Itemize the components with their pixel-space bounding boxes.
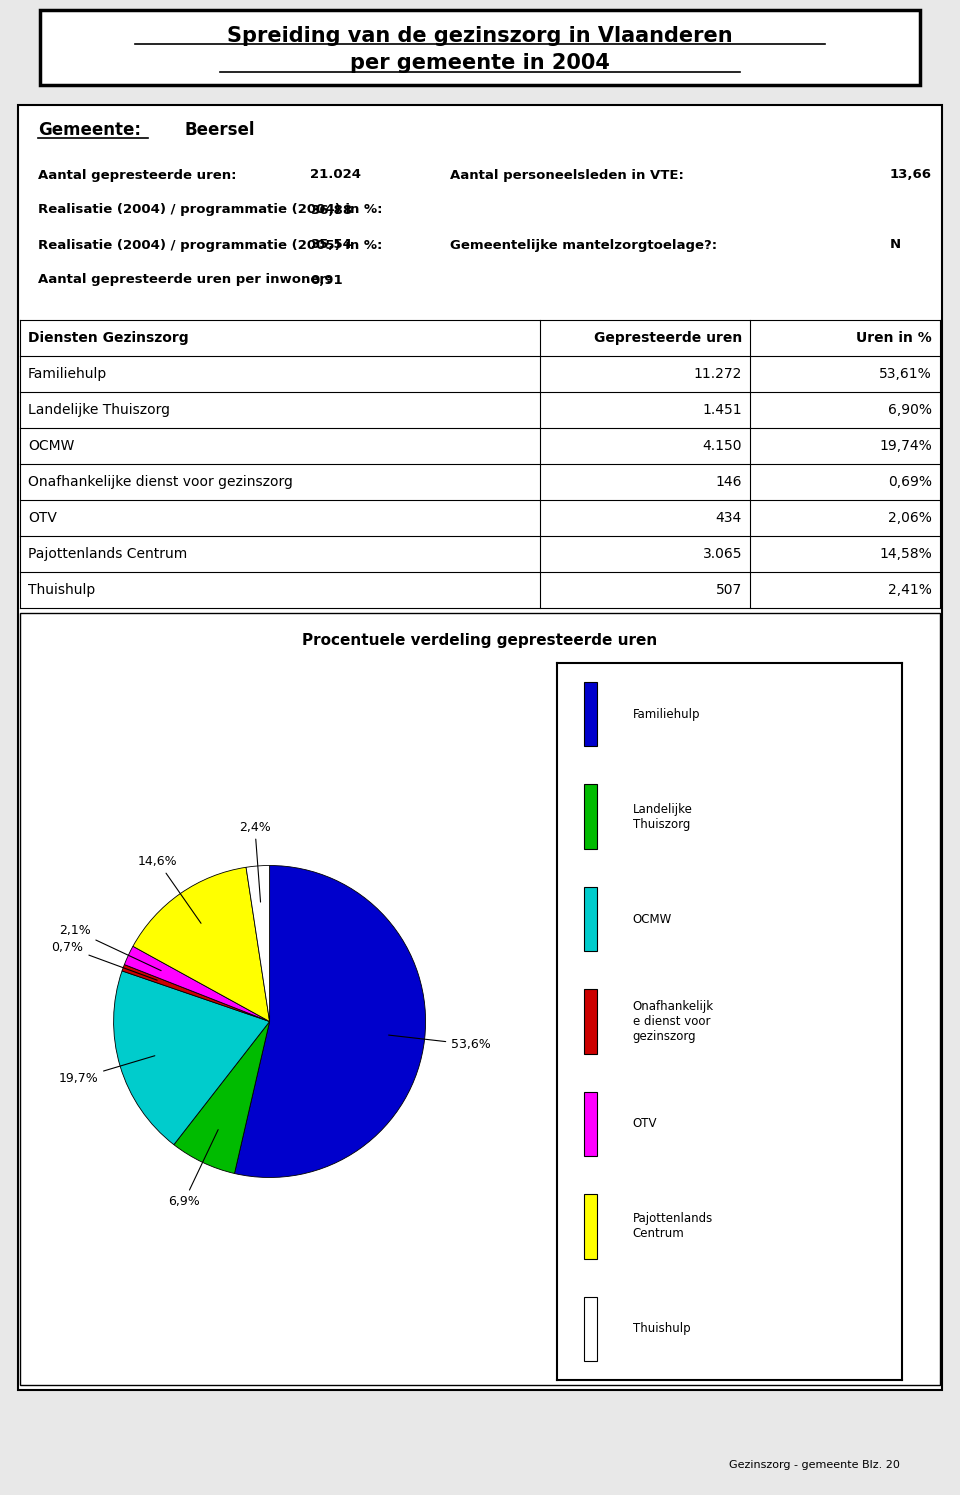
Text: Beersel: Beersel bbox=[185, 121, 255, 139]
Text: 2,4%: 2,4% bbox=[239, 821, 271, 901]
Text: Gemeentelijke mantelzorgtoelage?:: Gemeentelijke mantelzorgtoelage?: bbox=[450, 239, 717, 251]
Bar bbox=[585, 1195, 597, 1259]
Wedge shape bbox=[122, 964, 270, 1021]
Wedge shape bbox=[234, 866, 425, 1178]
Text: Procentuele verdeling gepresteerde uren: Procentuele verdeling gepresteerde uren bbox=[302, 634, 658, 649]
Text: OTV: OTV bbox=[28, 511, 57, 525]
Text: Gepresteerde uren: Gepresteerde uren bbox=[593, 330, 742, 345]
Text: Familiehulp: Familiehulp bbox=[633, 707, 701, 721]
Text: Gezinszorg - gemeente Blz. 20: Gezinszorg - gemeente Blz. 20 bbox=[730, 1461, 900, 1470]
Text: Diensten Gezinszorg: Diensten Gezinszorg bbox=[28, 330, 188, 345]
Text: N: N bbox=[890, 239, 901, 251]
Bar bbox=[585, 1091, 597, 1156]
Bar bbox=[585, 990, 597, 1054]
Text: 14,58%: 14,58% bbox=[879, 547, 932, 561]
Bar bbox=[20, 613, 940, 1384]
Bar bbox=[585, 785, 597, 849]
Text: 0,7%: 0,7% bbox=[52, 940, 157, 981]
Wedge shape bbox=[174, 1021, 270, 1174]
Text: per gemeente in 2004: per gemeente in 2004 bbox=[350, 52, 610, 73]
Text: Familiehulp: Familiehulp bbox=[28, 366, 108, 381]
Text: 4.150: 4.150 bbox=[703, 440, 742, 453]
Text: Gemeente:: Gemeente: bbox=[38, 121, 141, 139]
Text: OCMW: OCMW bbox=[28, 440, 74, 453]
Wedge shape bbox=[125, 946, 270, 1021]
Text: 2,06%: 2,06% bbox=[888, 511, 932, 525]
Text: Thuishulp: Thuishulp bbox=[28, 583, 95, 597]
Text: Uren in %: Uren in % bbox=[856, 330, 932, 345]
Text: Spreiding van de gezinszorg in Vlaanderen: Spreiding van de gezinszorg in Vlaandere… bbox=[228, 25, 732, 46]
Text: Landelijke
Thuiszorg: Landelijke Thuiszorg bbox=[633, 803, 693, 831]
Text: Onafhankelijke dienst voor gezinszorg: Onafhankelijke dienst voor gezinszorg bbox=[28, 475, 293, 489]
Text: Aantal personeelsleden in VTE:: Aantal personeelsleden in VTE: bbox=[450, 169, 684, 181]
Bar bbox=[585, 1296, 597, 1360]
Text: 53,6%: 53,6% bbox=[389, 1035, 491, 1051]
Text: 0,69%: 0,69% bbox=[888, 475, 932, 489]
Wedge shape bbox=[246, 866, 270, 1021]
Text: 1.451: 1.451 bbox=[703, 404, 742, 417]
Text: 434: 434 bbox=[716, 511, 742, 525]
Text: 2,1%: 2,1% bbox=[59, 924, 161, 970]
Text: Thuishulp: Thuishulp bbox=[633, 1322, 690, 1335]
Text: Aantal gepresteerde uren:: Aantal gepresteerde uren: bbox=[38, 169, 236, 181]
Text: 507: 507 bbox=[716, 583, 742, 597]
Text: 13,66: 13,66 bbox=[890, 169, 932, 181]
Text: 2,41%: 2,41% bbox=[888, 583, 932, 597]
Text: 36,88: 36,88 bbox=[310, 203, 352, 217]
Text: 6,90%: 6,90% bbox=[888, 404, 932, 417]
Text: 11.272: 11.272 bbox=[694, 366, 742, 381]
Text: 19,7%: 19,7% bbox=[59, 1055, 155, 1085]
Text: 35,54: 35,54 bbox=[310, 239, 352, 251]
Bar bbox=[40, 10, 920, 85]
Text: 19,74%: 19,74% bbox=[879, 440, 932, 453]
Text: Pajottenlands Centrum: Pajottenlands Centrum bbox=[28, 547, 187, 561]
Text: 6,9%: 6,9% bbox=[168, 1130, 218, 1208]
Text: Pajottenlands
Centrum: Pajottenlands Centrum bbox=[633, 1212, 713, 1241]
Text: OCMW: OCMW bbox=[633, 912, 672, 925]
Text: 3.065: 3.065 bbox=[703, 547, 742, 561]
Text: 0,91: 0,91 bbox=[310, 274, 343, 287]
Text: 14,6%: 14,6% bbox=[138, 855, 201, 924]
Text: Aantal gepresteerde uren per inwoner:: Aantal gepresteerde uren per inwoner: bbox=[38, 274, 331, 287]
Text: Landelijke Thuiszorg: Landelijke Thuiszorg bbox=[28, 404, 170, 417]
Bar bbox=[585, 682, 597, 746]
Text: Onafhankelijk
e dienst voor
gezinszorg: Onafhankelijk e dienst voor gezinszorg bbox=[633, 1000, 714, 1044]
Bar bbox=[585, 887, 597, 951]
Wedge shape bbox=[132, 867, 270, 1021]
Text: Realisatie (2004) / programmatie (2005) in %:: Realisatie (2004) / programmatie (2005) … bbox=[38, 239, 382, 251]
Text: Realisatie (2004) / programmatie (2004) in %:: Realisatie (2004) / programmatie (2004) … bbox=[38, 203, 382, 217]
Text: 53,61%: 53,61% bbox=[879, 366, 932, 381]
Text: 146: 146 bbox=[715, 475, 742, 489]
Wedge shape bbox=[113, 970, 270, 1145]
Text: 21.024: 21.024 bbox=[310, 169, 361, 181]
Text: OTV: OTV bbox=[633, 1117, 658, 1130]
Bar bbox=[18, 105, 942, 1390]
